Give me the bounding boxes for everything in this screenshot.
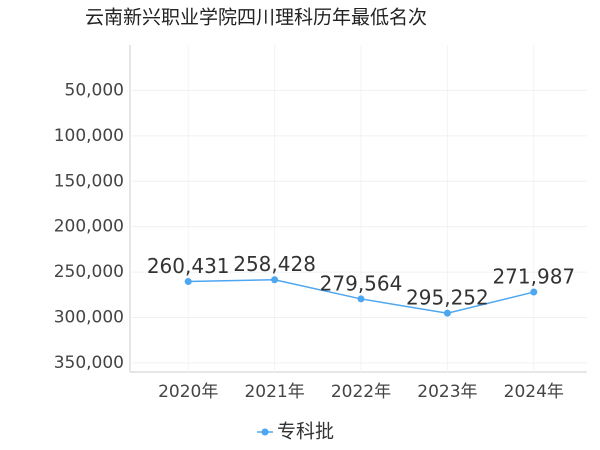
x-tick-label: 2020年 xyxy=(158,382,218,402)
y-tick-label: 100,000 xyxy=(54,126,124,146)
point xyxy=(271,276,279,284)
y-tick-label: 200,000 xyxy=(54,217,124,237)
y-tick-label: 50,000 xyxy=(65,80,124,100)
chart-title: 云南新兴职业学院四川理科历年最低名次 xyxy=(85,7,427,29)
x-tick-label: 2022年 xyxy=(331,382,391,402)
y-tick-label: 300,000 xyxy=(54,308,124,328)
y-tick-label: 350,000 xyxy=(54,353,124,373)
data-label: 295,252 xyxy=(406,286,489,310)
point xyxy=(184,278,192,286)
point xyxy=(443,309,451,317)
legend-label: 专科批 xyxy=(277,421,334,443)
x-tick-label: 2023年 xyxy=(417,382,477,402)
data-label: 260,431 xyxy=(147,254,230,278)
x-tick-label: 2021年 xyxy=(244,382,304,402)
data-label: 258,428 xyxy=(233,252,316,276)
data-label: 271,987 xyxy=(492,265,575,289)
data-label: 279,564 xyxy=(320,271,403,295)
point xyxy=(357,295,365,303)
y-tick-label: 250,000 xyxy=(54,262,124,282)
legend-marker xyxy=(261,428,269,436)
x-tick-label: 2024年 xyxy=(504,382,564,402)
y-tick-label: 150,000 xyxy=(54,171,124,191)
point xyxy=(530,288,538,296)
